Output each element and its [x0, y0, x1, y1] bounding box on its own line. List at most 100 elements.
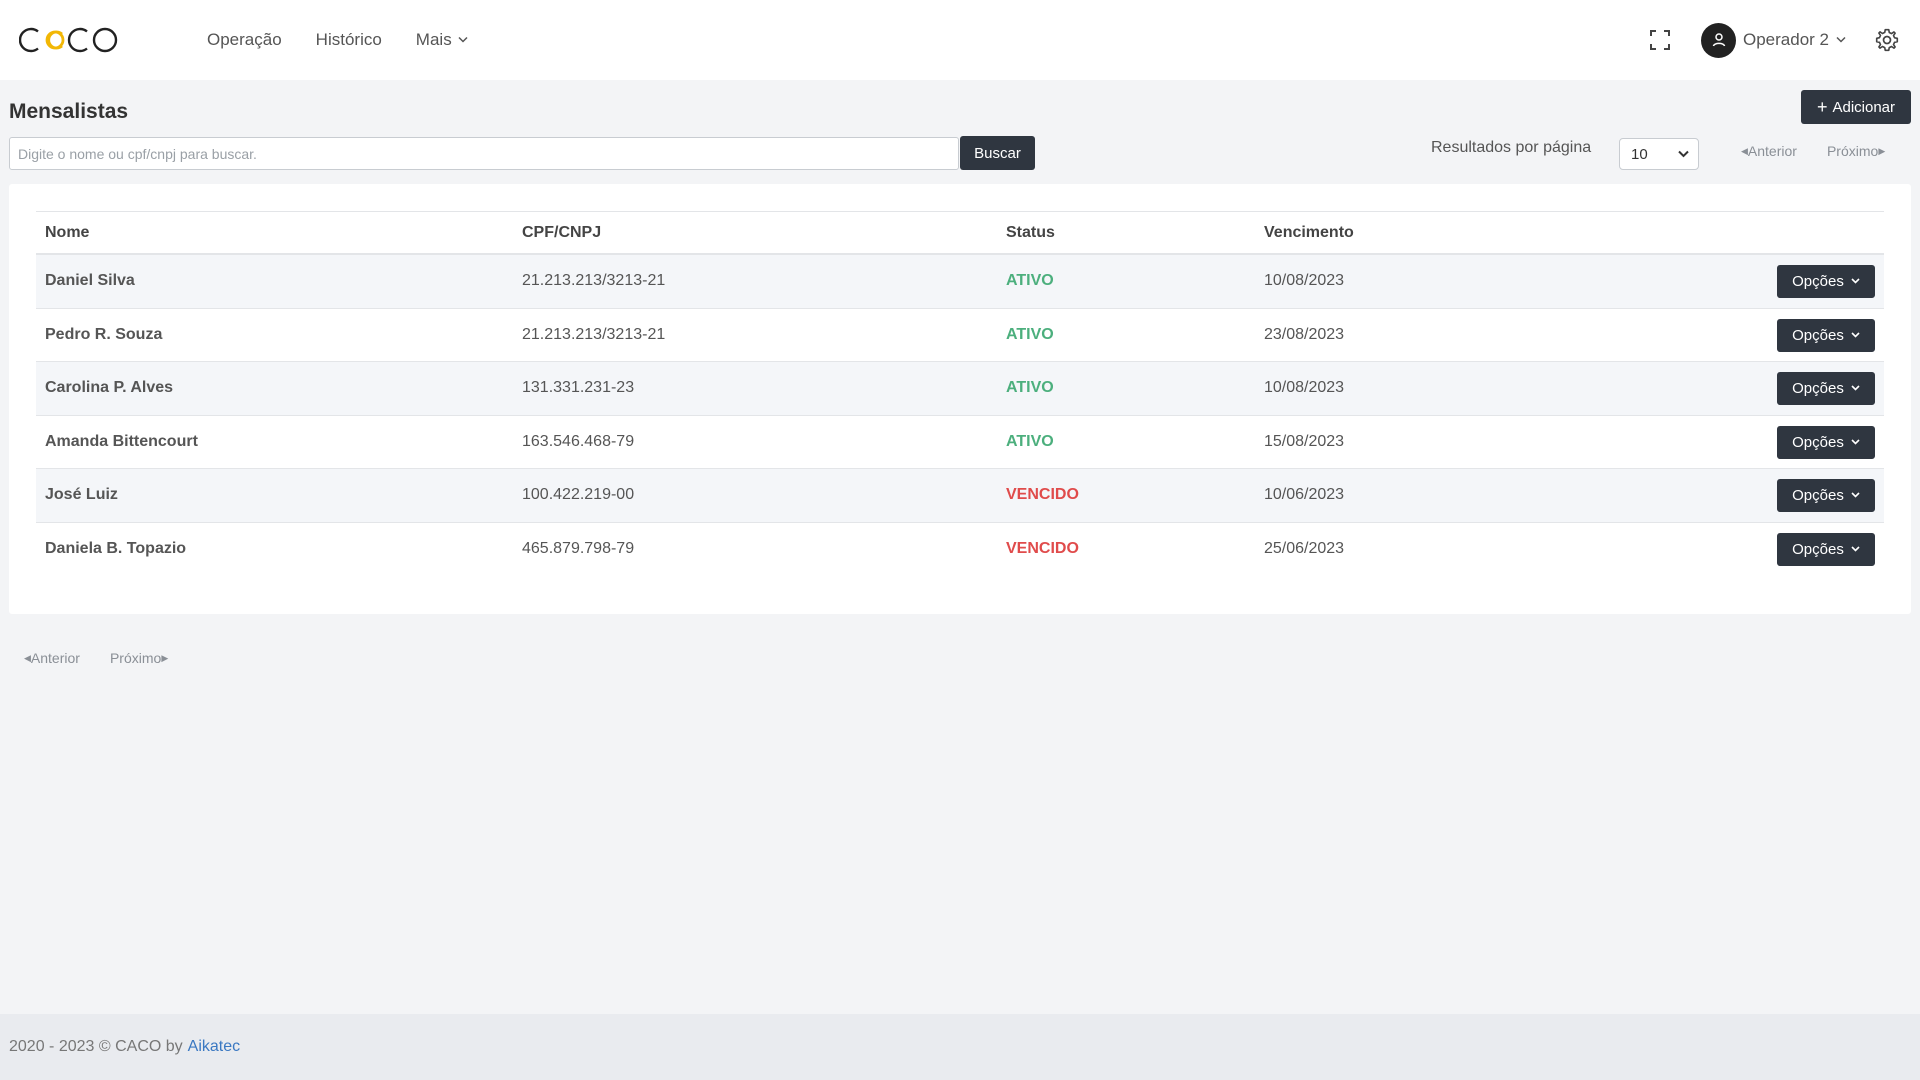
logo-mark: [19, 27, 118, 53]
per-page-select[interactable]: 10: [1619, 138, 1699, 170]
row-due-date: 10/08/2023: [1264, 379, 1345, 397]
table-row: Carolina P. Alves 131.331.231-23 ATIVO 1…: [36, 362, 1884, 416]
nav-operacao-label: Operação: [207, 30, 282, 49]
nav-historico[interactable]: Histórico: [316, 30, 382, 50]
search-button[interactable]: Buscar: [960, 136, 1035, 170]
caret-left-icon: ◀: [1741, 145, 1748, 156]
row-name: Daniel Silva: [45, 272, 135, 290]
chevron-down-icon: [1836, 34, 1846, 46]
prev-page-button[interactable]: ◀ Anterior: [24, 650, 80, 666]
row-name: Carolina P. Alves: [45, 379, 174, 397]
row-name: Amanda Bittencourt: [45, 432, 198, 450]
options-label: Opções: [1792, 487, 1844, 504]
status-badge: ATIVO: [1006, 379, 1054, 397]
options-label: Opções: [1792, 380, 1844, 397]
table-row: José Luiz 100.422.219-00 VENCIDO 10/06/2…: [36, 469, 1884, 523]
options-button[interactable]: Opções: [1777, 265, 1875, 298]
options-button[interactable]: Opções: [1777, 479, 1875, 512]
add-button[interactable]: + Adicionar: [1801, 90, 1911, 124]
row-name: Daniela B. Topazio: [45, 540, 187, 558]
chevron-down-icon: [1851, 383, 1860, 394]
nav-mais-dropdown[interactable]: Mais: [416, 30, 468, 50]
top-navbar: Operação Histórico Mais Operador 2: [0, 0, 1920, 80]
row-cpf: 21.213.213/3213-21: [522, 325, 666, 343]
row-cpf: 21.213.213/3213-21: [522, 272, 666, 290]
table-row: Pedro R. Souza 21.213.213/3213-21 ATIVO …: [36, 309, 1884, 362]
status-badge: ATIVO: [1006, 272, 1054, 290]
row-name: José Luiz: [45, 486, 118, 504]
chevron-down-icon: [1851, 437, 1860, 448]
nav-historico-label: Histórico: [315, 30, 382, 49]
next-page-label: Próximo: [109, 650, 162, 666]
options-button[interactable]: Opções: [1777, 425, 1875, 459]
header-vencimento: Vencimento: [1264, 223, 1354, 241]
chevron-down-icon: [1851, 330, 1860, 341]
footer: 2020 - 2023 © CACO by Aikatec: [0, 1014, 1920, 1080]
pagination-bottom: ◀ Anterior Próximo ▶: [24, 650, 168, 666]
chevron-down-icon: [1851, 490, 1860, 501]
row-due-date: 15/08/2023: [1264, 432, 1345, 450]
header-cpf: CPF/CNPJ: [522, 223, 602, 241]
row-cpf: 163.546.468-79: [522, 432, 635, 450]
table-body: Daniel Silva 21.213.213/3213-21 ATIVO 10…: [36, 255, 1884, 576]
prev-page-label: Anterior: [30, 650, 80, 666]
options-label: Opções: [1792, 326, 1844, 344]
table-row: Daniela B. Topazio 465.879.798-79 VENCID…: [36, 523, 1884, 577]
user-icon: [1712, 33, 1725, 47]
options-button[interactable]: Opções: [1777, 372, 1875, 405]
row-name: Pedro R. Souza: [45, 325, 163, 343]
fullscreen-icon[interactable]: [1648, 28, 1672, 52]
header-nome: Nome: [45, 223, 90, 241]
mensalistas-table: Nome CPF/CNPJ Status Vencimento Daniel S…: [36, 211, 1884, 576]
table-header: Nome CPF/CNPJ Status Vencimento: [36, 211, 1884, 255]
row-due-date: 10/06/2023: [1264, 486, 1345, 504]
caret-right-icon: ▶: [161, 652, 169, 663]
chevron-down-icon: [1851, 276, 1860, 287]
per-page-label: Resultados por página: [1431, 139, 1592, 156]
gear-icon[interactable]: [1874, 27, 1900, 53]
plus-icon: +: [1816, 97, 1828, 117]
chevron-down-icon: [1678, 147, 1689, 161]
row-cpf: 131.331.231-23: [522, 379, 635, 397]
status-badge: VENCIDO: [1006, 486, 1079, 504]
row-due-date: 10/08/2023: [1264, 272, 1345, 290]
caret-left-icon: ◀: [24, 652, 31, 663]
options-label: Opções: [1792, 540, 1844, 558]
per-page-value: 10: [1631, 145, 1648, 163]
prev-page-label: Anterior: [1747, 143, 1797, 159]
row-due-date: 25/06/2023: [1264, 540, 1345, 558]
page-title: Mensalistas: [9, 100, 129, 123]
add-button-label: Adicionar: [1832, 98, 1896, 116]
options-button[interactable]: Opções: [1777, 532, 1875, 566]
next-page-button[interactable]: Próximo ▶: [110, 650, 168, 666]
next-page-label: Próximo: [1826, 143, 1879, 159]
mensalistas-table-card: Nome CPF/CNPJ Status Vencimento Daniel S…: [9, 184, 1911, 614]
nav-operacao[interactable]: Operação: [207, 30, 282, 50]
pagination-top: ◀ Anterior Próximo ▶: [1741, 143, 1885, 159]
row-cpf: 100.422.219-00: [522, 486, 635, 504]
user-name: Operador 2: [1743, 30, 1829, 49]
chevron-down-icon: [1851, 544, 1860, 555]
status-badge: VENCIDO: [1006, 540, 1079, 558]
caco-logo[interactable]: [19, 22, 119, 58]
options-label: Opções: [1792, 433, 1844, 451]
options-button[interactable]: Opções: [1777, 318, 1875, 352]
row-due-date: 23/08/2023: [1264, 325, 1345, 343]
user-menu[interactable]: Operador 2: [1701, 22, 1846, 58]
chevron-down-icon: [458, 34, 468, 46]
row-cpf: 465.879.798-79: [522, 540, 635, 558]
main-nav: Operação Histórico Mais: [207, 0, 502, 80]
footer-text: 2020 - 2023 © CACO by: [9, 1038, 183, 1055]
status-badge: ATIVO: [1006, 432, 1054, 450]
aikatec-link[interactable]: Aikatec: [187, 1038, 241, 1055]
header-status: Status: [1006, 223, 1055, 241]
prev-page-button[interactable]: ◀ Anterior: [1741, 143, 1797, 159]
caret-right-icon: ▶: [1878, 145, 1886, 156]
next-page-button[interactable]: Próximo ▶: [1827, 143, 1885, 159]
user-avatar: [1701, 22, 1736, 58]
nav-mais-label: Mais: [415, 30, 452, 49]
status-badge: ATIVO: [1006, 325, 1054, 343]
options-label: Opções: [1792, 273, 1844, 290]
search-input[interactable]: [9, 137, 959, 170]
table-row: Amanda Bittencourt 163.546.468-79 ATIVO …: [36, 416, 1884, 469]
